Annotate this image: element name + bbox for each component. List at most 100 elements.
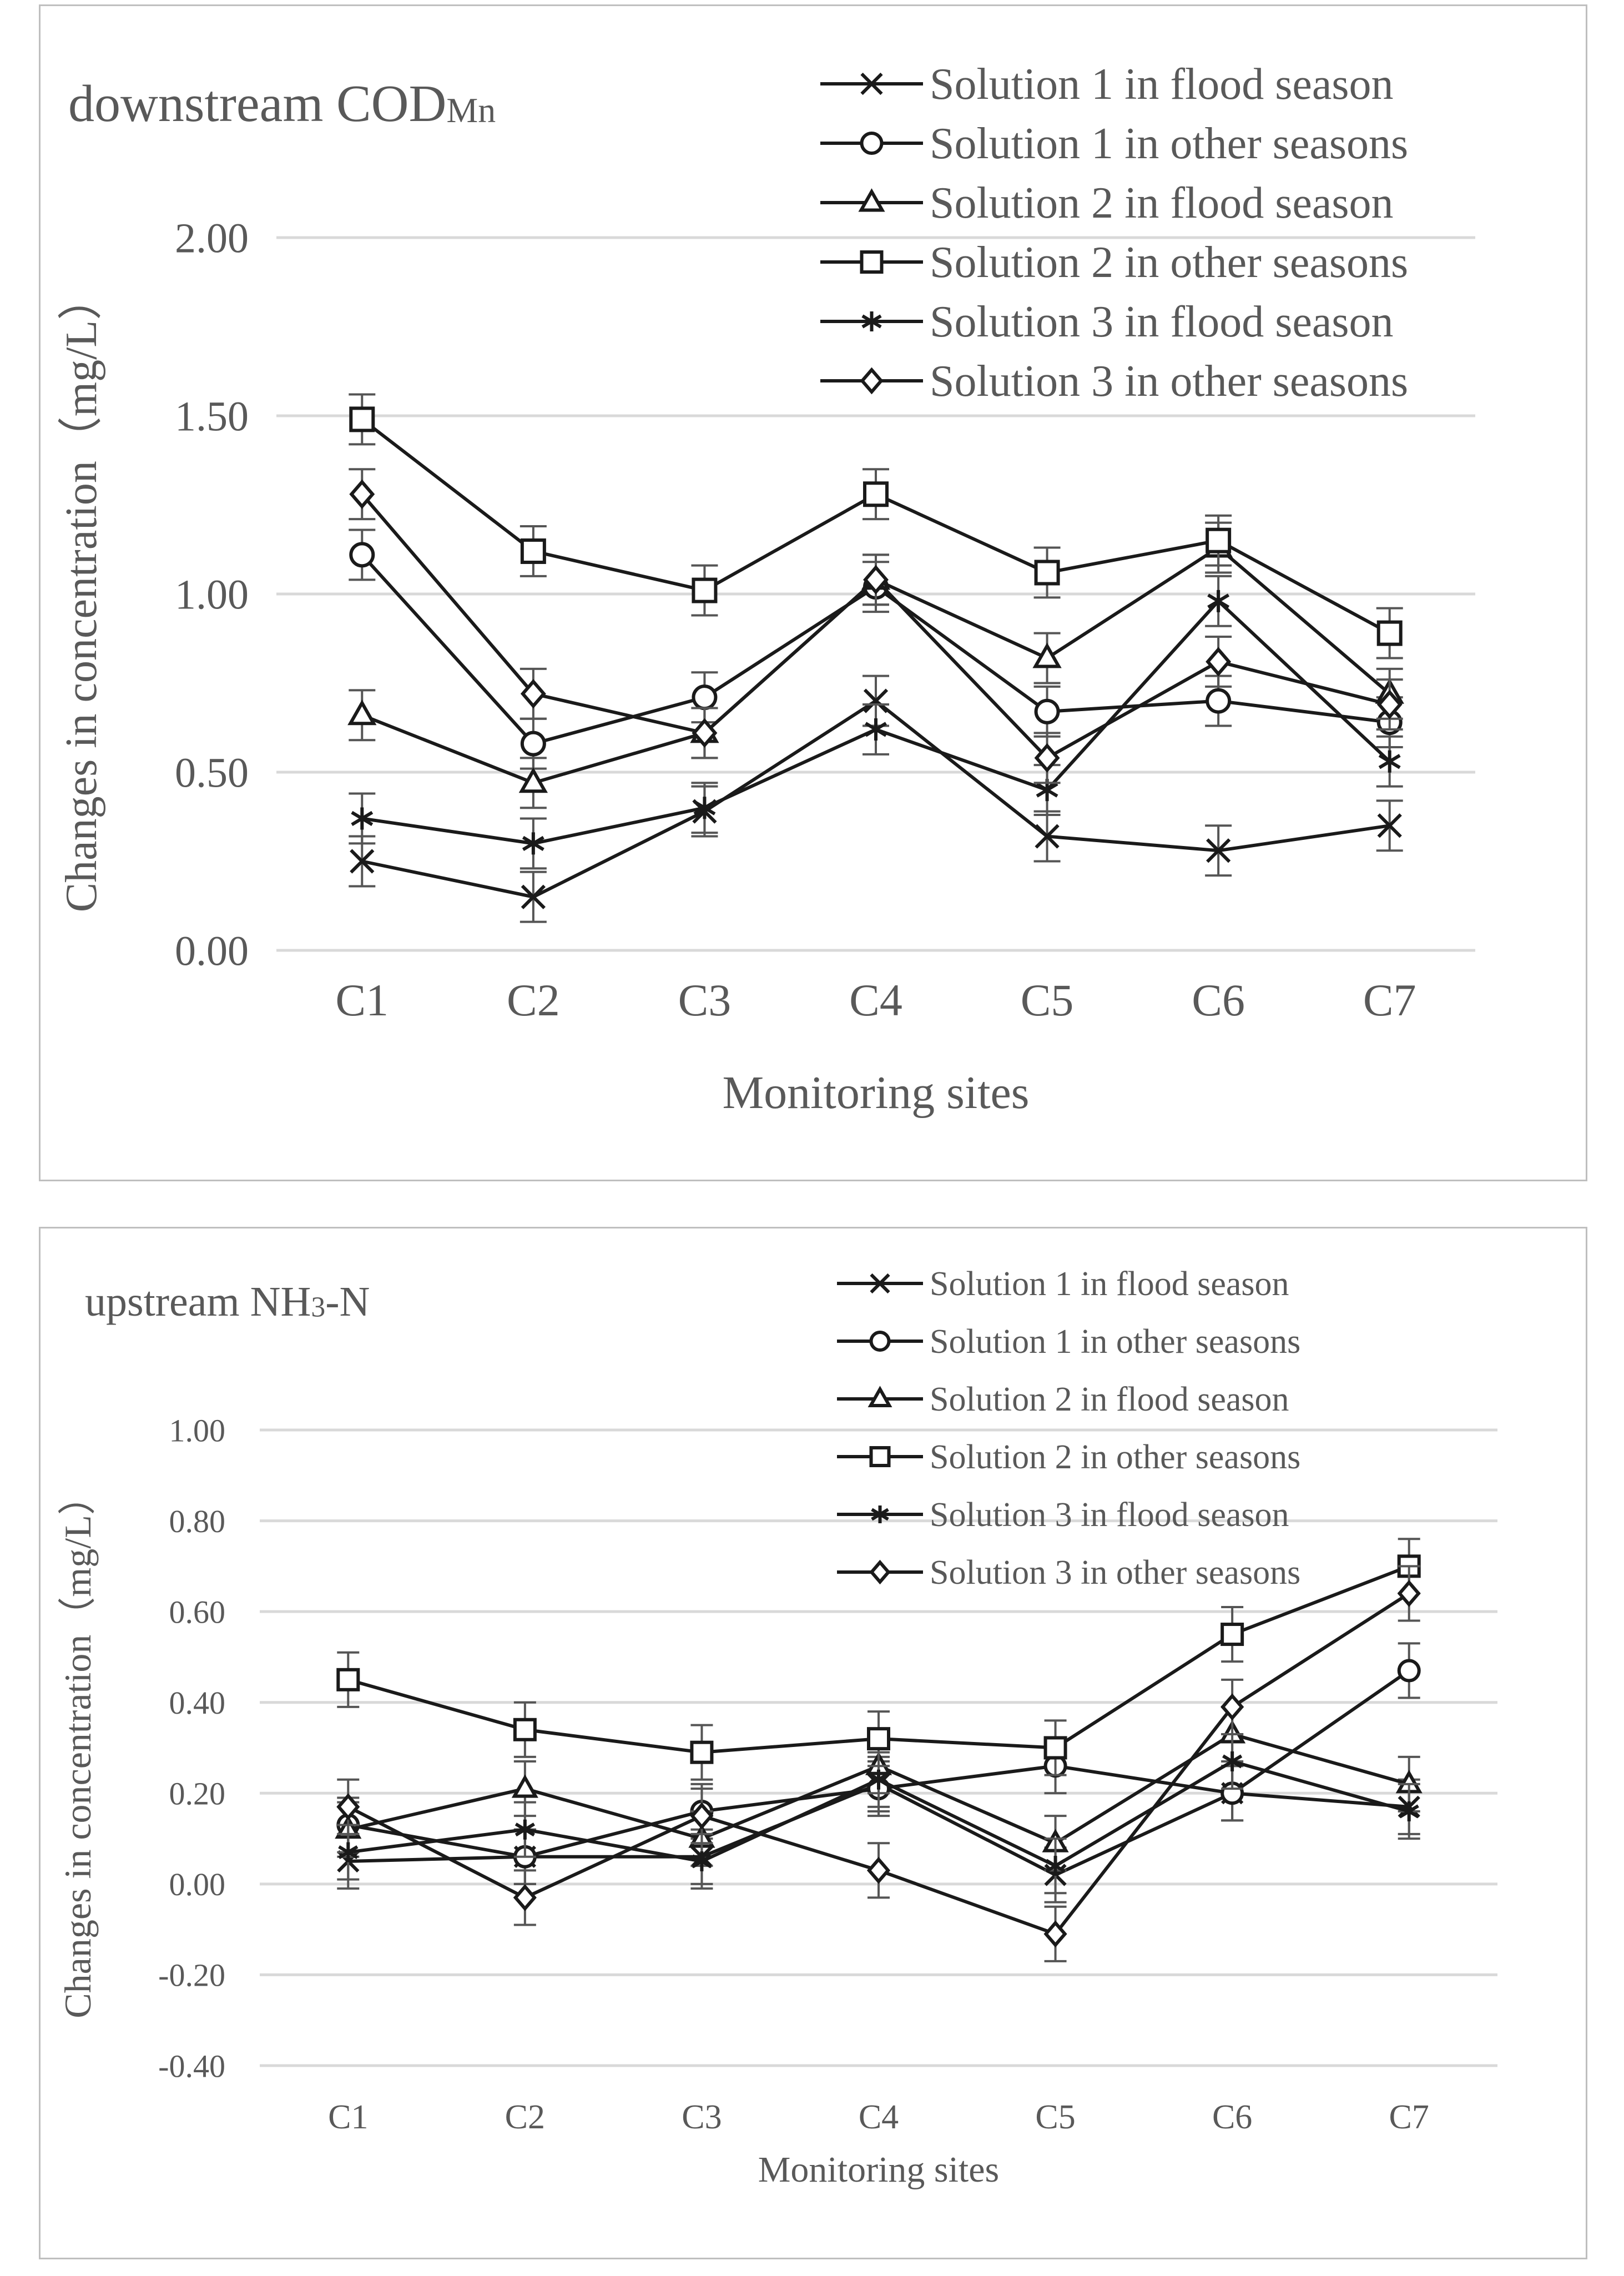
legend-marker	[860, 132, 884, 155]
legend-label: Solution 3 in flood season	[930, 1496, 1289, 1534]
data-point	[866, 1856, 891, 1884]
x-tick-label: C5	[1035, 2098, 1075, 2136]
chart-svg-downstream-codmn: downstream CODMn 0.00 0.50 1.00 1.50 2.00 C1 C2…	[57, 60, 1475, 1119]
legend-marker	[869, 1559, 891, 1585]
legend-entry-solution-1-in-other-seasons: Solution 1 in other seasons	[837, 1323, 1300, 1361]
x-axis-label: Monitoring sites	[722, 1067, 1029, 1119]
series-solution-3-in-other-seasons	[336, 1565, 1421, 1962]
data-point	[520, 679, 546, 709]
chart-svg-upstream-nh3n: upstream NH3-N -0.40 -0.20 0.00 0.20 0.40 0.60…	[57, 1265, 1497, 2190]
y-axis-label: Changes in concentration（mg/L）	[57, 1477, 99, 2018]
data-point	[1222, 1751, 1243, 1772]
data-point	[1220, 1623, 1244, 1646]
y-axis-label: Changes in concentration（mg/L）	[57, 276, 106, 912]
x-tick-label: C1	[335, 975, 389, 1025]
series-solution-3-in-flood-season	[349, 575, 1403, 870]
x-tick-label: C1	[328, 2098, 368, 2136]
x-tick-label: C4	[849, 975, 902, 1025]
data-point	[1043, 1920, 1067, 1948]
legend-marker	[858, 188, 885, 212]
data-point	[692, 577, 718, 603]
y-tick-label: 1.00	[169, 1412, 226, 1448]
data-point	[863, 565, 889, 595]
data-point	[521, 884, 546, 909]
data-point	[520, 731, 546, 757]
data-point	[868, 1769, 889, 1790]
legend-label: Solution 1 in other seasons	[930, 119, 1408, 168]
legend-entry-solution-2-in-flood-season: Solution 2 in flood season	[820, 179, 1394, 228]
data-point	[1397, 1580, 1421, 1607]
data-point	[336, 1668, 360, 1691]
data-point	[520, 538, 546, 564]
legend-marker	[871, 1505, 889, 1523]
data-point	[1399, 1801, 1419, 1821]
data-point	[1206, 688, 1232, 714]
data-point	[1376, 689, 1403, 719]
series-solution-3-in-other-seasons	[349, 468, 1403, 784]
chart-title: upstream NH3-N	[85, 1278, 370, 1325]
legend-entry-solution-2-in-flood-season: Solution 2 in flood season	[837, 1381, 1289, 1418]
series-solution-3-in-flood-season	[337, 1733, 1420, 1895]
data-point	[349, 406, 375, 432]
data-point	[1043, 1736, 1067, 1760]
y-tick-label: -0.20	[158, 1957, 225, 1993]
legend-marker	[860, 367, 884, 395]
x-tick-label: C4	[859, 2098, 899, 2136]
series-solution-2-in-other-seasons	[349, 393, 1403, 659]
data-point	[1035, 824, 1060, 849]
chart-title: downstream CODMn	[68, 75, 496, 133]
x-tick-label: C3	[678, 975, 732, 1025]
legend-label: Solution 1 in other seasons	[930, 1323, 1300, 1361]
data-point	[336, 1793, 360, 1821]
data-point	[518, 767, 548, 793]
legend-marker	[860, 72, 883, 95]
data-point	[692, 718, 718, 748]
data-point	[515, 1819, 535, 1840]
legend-label: Solution 1 in flood season	[930, 1265, 1289, 1303]
legend-entry-solution-1-in-flood-season: Solution 1 in flood season	[837, 1265, 1289, 1303]
legend-label: Solution 2 in flood season	[930, 179, 1394, 228]
x-tick-label: C6	[1192, 975, 1245, 1025]
x-tick-label: C3	[682, 2098, 722, 2136]
data-point	[1397, 1659, 1421, 1683]
data-point	[1206, 527, 1232, 553]
y-tick-label: 0.60	[169, 1594, 226, 1630]
legend-label: Solution 2 in other seasons	[930, 1438, 1300, 1476]
y-tick-label: 0.40	[169, 1685, 226, 1721]
legend-label: Solution 3 in other seasons	[930, 1554, 1300, 1592]
data-point	[1032, 642, 1062, 668]
data-point	[513, 1884, 537, 1911]
data-point	[1045, 1856, 1066, 1876]
x-tick-label: C6	[1212, 2098, 1252, 2136]
data-point	[867, 1727, 890, 1751]
data-point	[693, 797, 716, 819]
data-point	[347, 699, 377, 726]
data-point	[690, 1802, 714, 1830]
legend-entry-solution-3-in-other-seasons: Solution 3 in other seasons	[837, 1554, 1300, 1592]
legend-label: Solution 3 in flood season	[930, 298, 1394, 346]
x-tick-label: C2	[505, 2098, 545, 2136]
legend-label: Solution 1 in flood season	[930, 60, 1394, 109]
data-point	[1220, 1693, 1244, 1721]
data-point	[1034, 560, 1060, 586]
legend-entry-solution-2-in-other-seasons: Solution 2 in other seasons	[820, 238, 1408, 287]
data-point	[511, 1774, 538, 1798]
x-axis-label: Monitoring sites	[758, 2149, 1000, 2190]
data-point	[1034, 743, 1060, 773]
legend-marker	[869, 1446, 891, 1467]
data-point	[1206, 647, 1232, 677]
x-tick-label: C7	[1363, 975, 1416, 1025]
x-tick-label: C2	[507, 975, 560, 1025]
data-point	[351, 807, 374, 830]
x-tick-label: C7	[1389, 2098, 1429, 2136]
legend-entry-solution-3-in-flood-season: Solution 3 in flood season	[837, 1496, 1289, 1534]
y-tick-label: 0.00	[175, 928, 249, 975]
data-point	[1207, 590, 1230, 612]
legend-entry-solution-1-in-flood-season: Solution 1 in flood season	[820, 60, 1394, 109]
y-tick-label: 0.50	[175, 750, 249, 797]
legend-label: Solution 2 in flood season	[930, 1381, 1289, 1418]
chart-panel-downstream-codmn: downstream CODMn 0.00 0.50 1.00 1.50 2.00 C1 C2…	[39, 4, 1587, 1181]
legend-entry-solution-3-in-other-seasons: Solution 3 in other seasons	[820, 357, 1408, 406]
data-point	[338, 1842, 359, 1862]
legend-marker	[870, 1273, 890, 1294]
